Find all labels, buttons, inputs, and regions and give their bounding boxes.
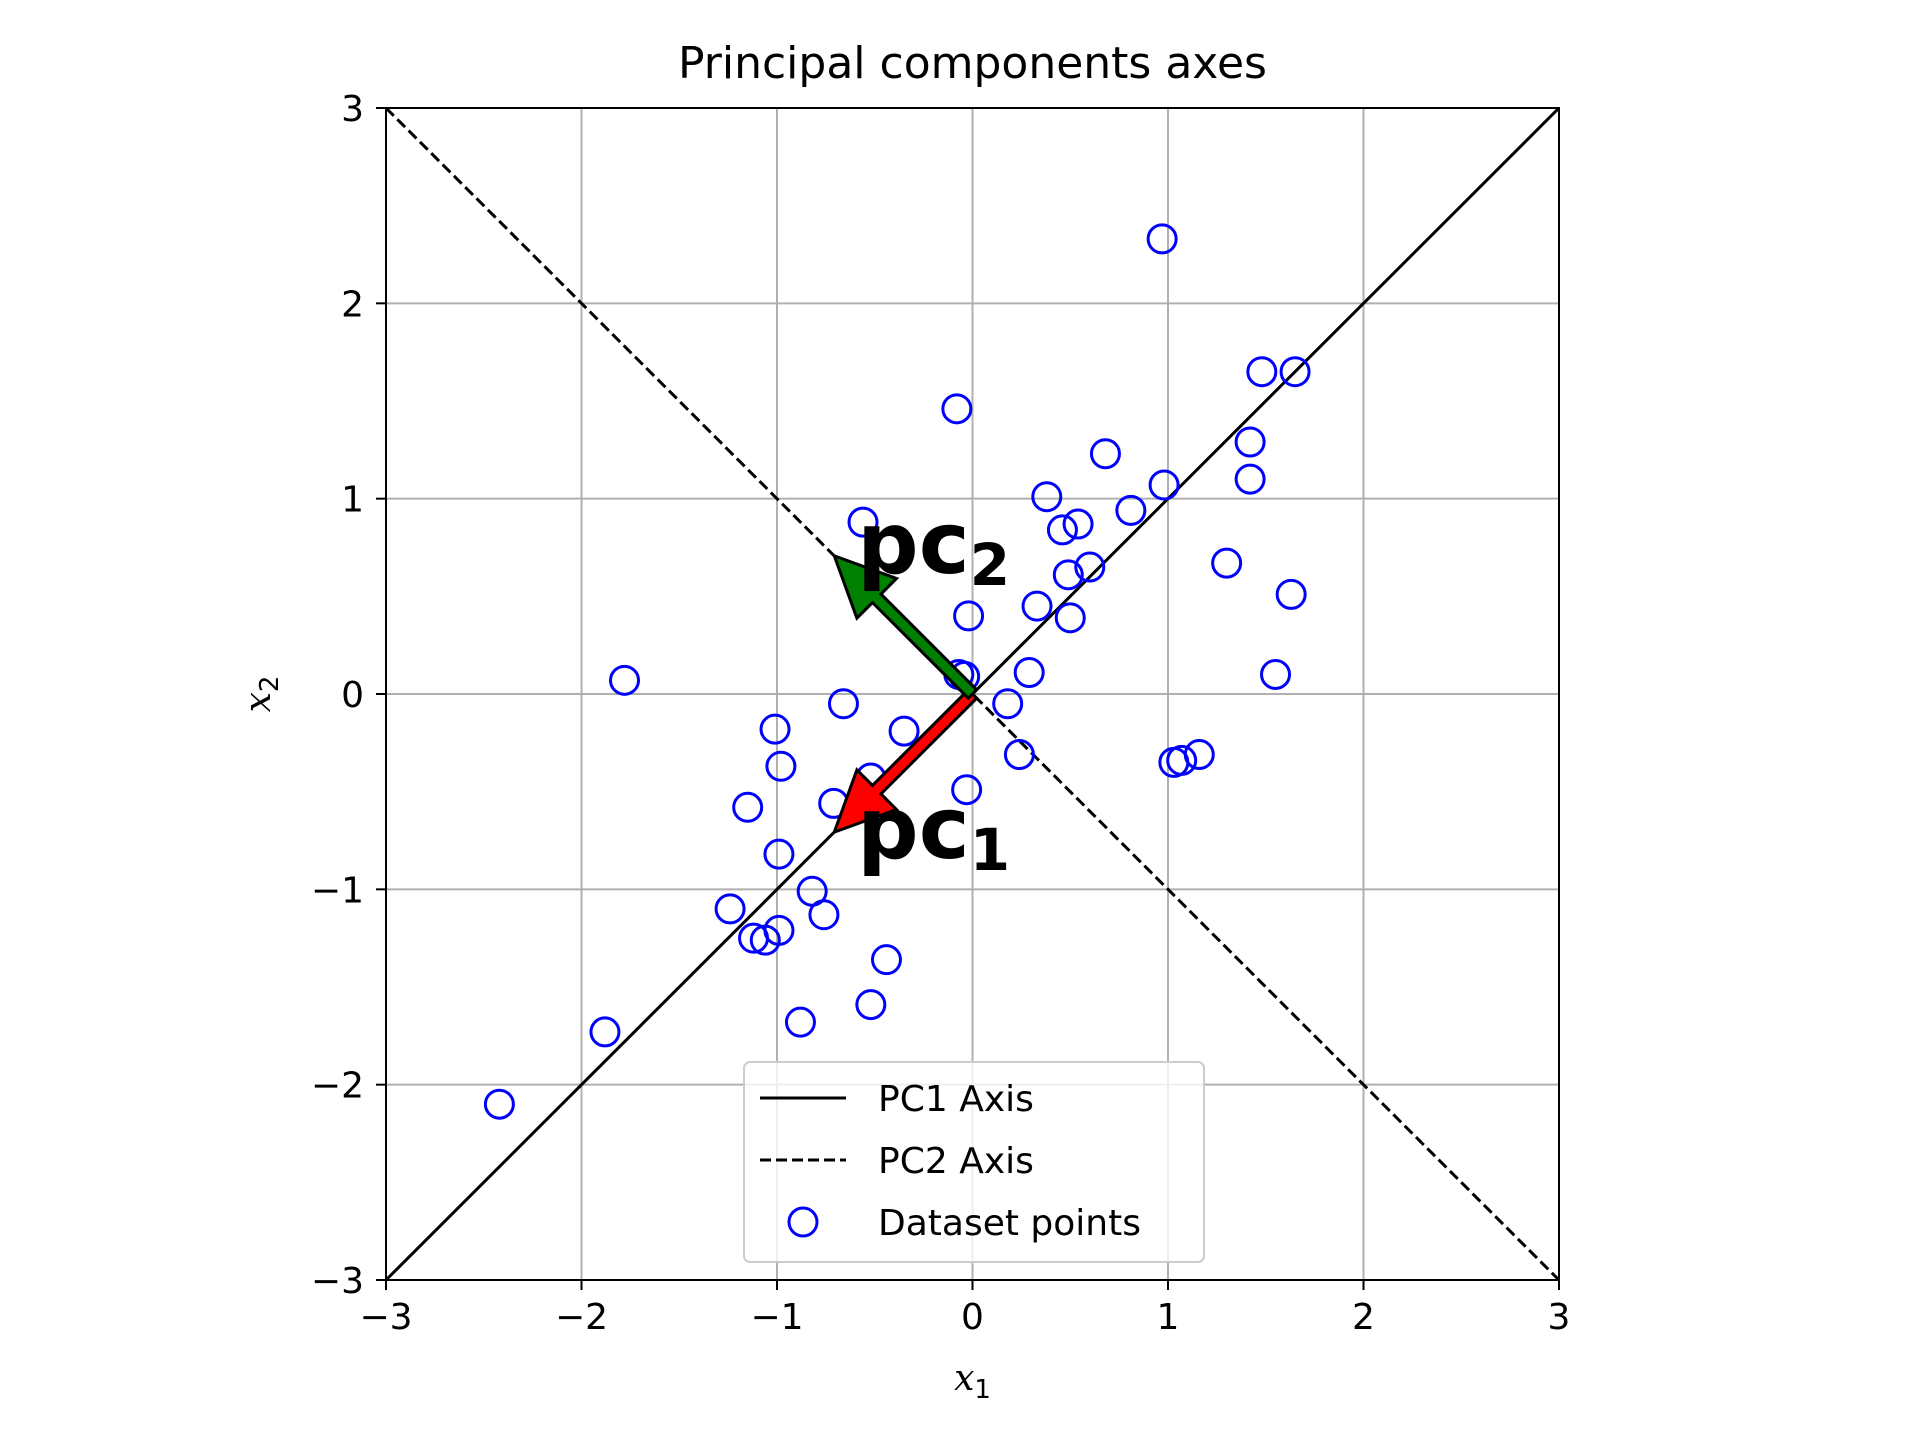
pc2-label-main: pc (857, 494, 970, 594)
pc2-label: pc2 (857, 494, 1010, 599)
legend-label: Dataset points (878, 1203, 1141, 1244)
y-axis-label-subscript: 2 (255, 676, 285, 693)
x-axis-label-main: x (954, 1358, 974, 1399)
data-point (759, 713, 791, 745)
pc2-arrow (831, 553, 979, 701)
legend-label: PC2 Axis (878, 1141, 1034, 1182)
pc1-label: pc1 (857, 779, 1010, 884)
data-point (1148, 469, 1180, 501)
pc1-label-main: pc (857, 779, 970, 879)
data-point (1054, 602, 1086, 634)
chart-title: Principal components axes (678, 38, 1267, 89)
data-point (808, 899, 840, 931)
pc2-label-subscript: 2 (970, 531, 1010, 599)
y-tick-label: −1 (311, 870, 364, 911)
x-tick-label: −1 (750, 1297, 803, 1338)
data-point (1021, 590, 1053, 622)
data-point (784, 1006, 816, 1038)
y-tick-label: 2 (341, 284, 364, 325)
data-point (1234, 426, 1266, 458)
legend: PC1 Axis PC2 Axis Dataset points (743, 1061, 1205, 1263)
legend-box (743, 1061, 1205, 1263)
data-point (827, 688, 859, 720)
x-tick-label: −3 (359, 1297, 412, 1338)
data-point (765, 750, 797, 782)
data-point (483, 1088, 515, 1120)
dataset-points (483, 223, 1311, 1120)
x-tick-label: 3 (1548, 1297, 1571, 1338)
x-tick-label: 2 (1352, 1297, 1375, 1338)
data-point (1246, 356, 1278, 388)
data-point (1013, 657, 1045, 689)
data-point (1031, 481, 1063, 513)
x-axis-label-subscript: 1 (974, 1375, 991, 1405)
y-tick-label: −2 (311, 1066, 364, 1107)
data-point (763, 838, 795, 870)
data-point (1211, 547, 1243, 579)
data-point (1260, 658, 1292, 690)
data-point (855, 989, 887, 1021)
data-point (953, 600, 985, 632)
data-point (870, 944, 902, 976)
y-axis-label: x2 (238, 676, 285, 713)
data-point (589, 1016, 621, 1048)
data-point (847, 506, 879, 538)
data-point (738, 922, 770, 954)
data-point (1115, 494, 1147, 526)
data-point (1279, 356, 1311, 388)
x-tick-label: 0 (961, 1297, 984, 1338)
data-point (888, 715, 920, 747)
x-tick-label: 1 (1157, 1297, 1180, 1338)
x-tick-label: −2 (555, 1297, 608, 1338)
data-point (1062, 508, 1094, 540)
pc1-label-subscript: 1 (970, 816, 1010, 884)
pc-arrows (831, 553, 979, 835)
data-point (1234, 463, 1266, 495)
data-point (1146, 223, 1178, 255)
data-point (1074, 551, 1106, 583)
pc2-axis-line (384, 106, 1561, 1282)
data-point (1089, 438, 1121, 470)
data-point (1003, 739, 1035, 771)
data-point (749, 924, 781, 956)
y-tick-label: 3 (341, 89, 364, 130)
axis-ticks: −3 −2 −1 0 1 2 3 −3 −2 −1 0 1 2 3 (311, 89, 1571, 1338)
legend-label: PC1 Axis (878, 1079, 1034, 1120)
pc1-arrow (831, 687, 979, 835)
legend-circle-swatch (787, 1206, 819, 1238)
y-tick-label: 1 (341, 480, 364, 521)
data-point (714, 893, 746, 925)
y-axis-label-main: x (238, 692, 279, 712)
data-point (992, 688, 1024, 720)
data-point (941, 393, 973, 425)
y-tick-label: −3 (311, 1261, 364, 1302)
data-point (609, 664, 641, 696)
data-point (1052, 559, 1084, 591)
data-point (732, 791, 764, 823)
x-axis-label: x1 (954, 1358, 991, 1405)
data-point (951, 774, 983, 806)
y-tick-label: 0 (341, 675, 364, 716)
data-point (1183, 739, 1215, 771)
data-point (1275, 578, 1307, 610)
data-point (1046, 514, 1078, 546)
